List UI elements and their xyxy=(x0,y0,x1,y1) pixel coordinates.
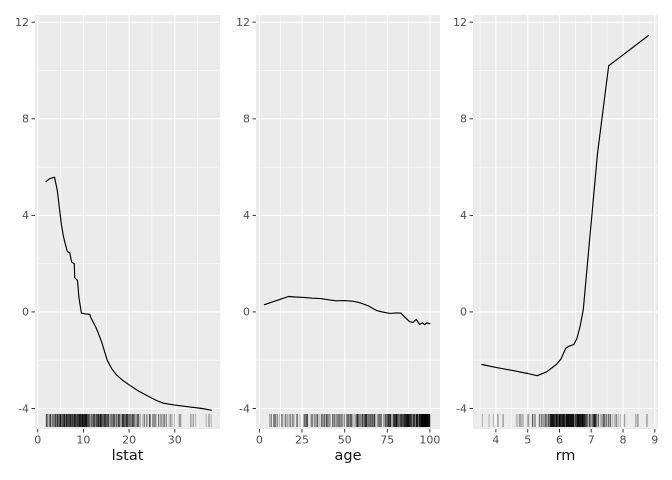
y-tick-label: 4 xyxy=(22,209,29,222)
y-tick-label: 4 xyxy=(460,209,467,222)
x-tick-label: 4 xyxy=(492,434,499,447)
x-tick-label: 5 xyxy=(524,434,531,447)
x-tick-label: 0 xyxy=(256,434,263,447)
y-tick-label: 12 xyxy=(15,16,29,29)
y-tick-label: 8 xyxy=(460,113,467,126)
x-tick-label: 7 xyxy=(588,434,595,447)
y-tick-label: 12 xyxy=(453,16,467,29)
x-axis-lstat: 0 10 20 30 xyxy=(34,429,182,447)
panel-lstat: 0 10 20 30 -4 0 4 8 12 xyxy=(15,15,220,447)
x-axis-rm: 4 5 6 7 8 9 xyxy=(492,429,658,447)
grid-major xyxy=(256,15,440,429)
pdp-curve-age xyxy=(263,295,431,326)
pdp-curve-lstat xyxy=(45,176,212,411)
y-tick-label: 4 xyxy=(243,209,250,222)
y-axis-age: -4 0 4 8 12 xyxy=(236,16,256,415)
x-axis-title-age: age xyxy=(334,448,362,464)
panel-background xyxy=(35,15,220,429)
x-tick-label: 10 xyxy=(76,434,90,447)
x-axis-age: 0 25 50 75 100 xyxy=(256,429,440,447)
y-tick-label: 0 xyxy=(22,306,29,319)
y-tick-label: -4 xyxy=(456,402,467,415)
grid-minor xyxy=(256,15,440,429)
panel-rm: 4 5 6 7 8 9 -4 0 4 8 12 xyxy=(453,15,658,447)
y-tick-label: 0 xyxy=(243,306,250,319)
x-tick-label: 75 xyxy=(380,434,394,447)
x-tick-label: 100 xyxy=(419,434,440,447)
panel-background xyxy=(256,15,440,429)
panel-age: 0 25 50 75 100 -4 0 4 8 12 xyxy=(236,15,440,447)
y-tick-label: -4 xyxy=(18,402,29,415)
x-tick-label: 25 xyxy=(295,434,309,447)
y-tick-label: 8 xyxy=(243,113,250,126)
x-tick-label: 0 xyxy=(34,434,41,447)
y-tick-label: 8 xyxy=(22,113,29,126)
y-axis-lstat: -4 0 4 8 12 xyxy=(15,16,35,415)
grid-major xyxy=(473,15,658,429)
y-tick-label: 0 xyxy=(460,306,467,319)
rug-marks xyxy=(481,414,648,427)
panel-background xyxy=(473,15,658,429)
y-tick-label: 12 xyxy=(236,16,250,29)
x-tick-label: 30 xyxy=(168,434,182,447)
x-tick-label: 50 xyxy=(338,434,352,447)
grid-major xyxy=(35,15,220,429)
grid-minor xyxy=(35,15,220,429)
rug-marks xyxy=(45,414,212,427)
x-tick-label: 20 xyxy=(122,434,136,447)
x-axis-title-lstat: lstat xyxy=(111,448,144,464)
grid-minor xyxy=(473,15,658,429)
x-tick-label: 6 xyxy=(556,434,563,447)
y-tick-label: -4 xyxy=(239,402,250,415)
x-tick-label: 9 xyxy=(651,434,658,447)
x-axis-title-rm: rm xyxy=(555,448,576,464)
pdp-curve-rm xyxy=(481,34,650,377)
x-tick-label: 8 xyxy=(620,434,627,447)
rug-marks xyxy=(269,414,431,427)
y-axis-rm: -4 0 4 8 12 xyxy=(453,16,473,415)
